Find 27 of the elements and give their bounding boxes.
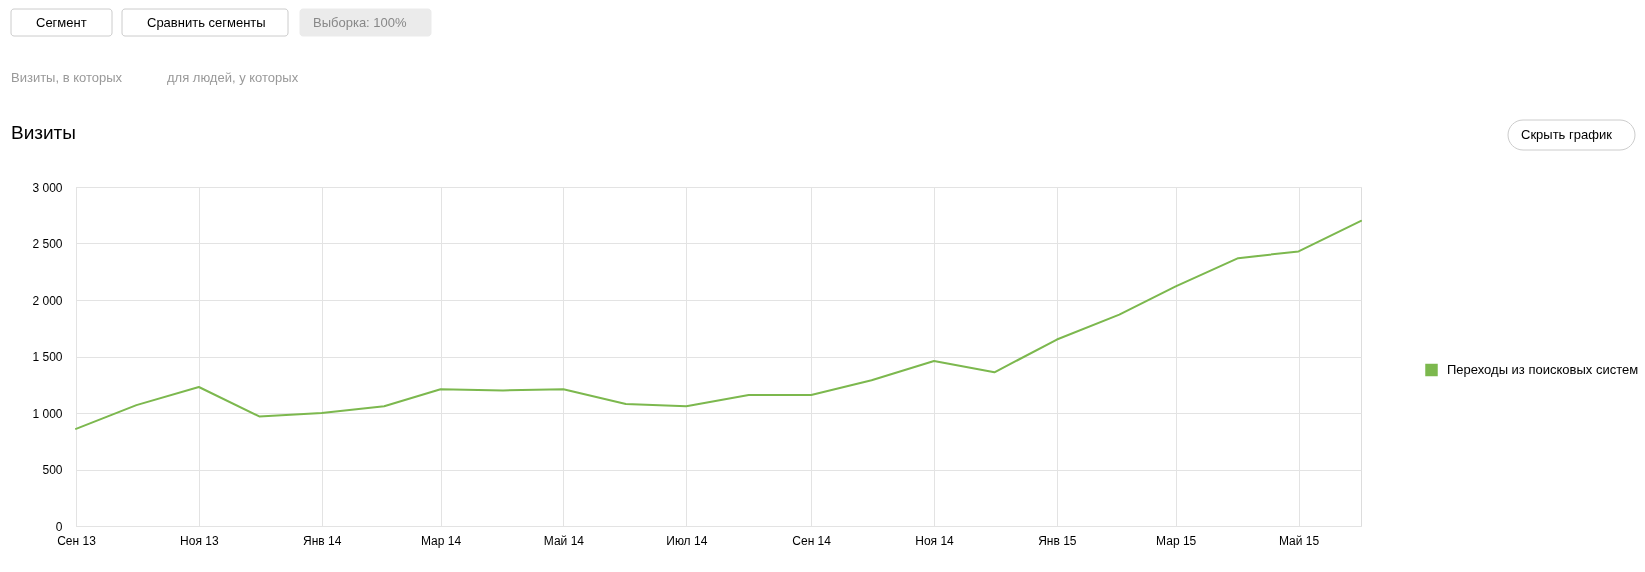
x-tick-label: Янв 14 [303, 533, 342, 548]
text: Сегмент [36, 15, 87, 30]
y-tick-label: 500 [42, 463, 63, 477]
y-tick-label: 3 000 [32, 180, 63, 195]
x-tick-label: Май 14 [543, 533, 585, 548]
legend-label: Переходы из поисковых систем [1447, 362, 1639, 377]
line-series [75, 219, 1362, 430]
x-tick-label: Ноя 13 [180, 533, 219, 548]
x-tick-label: Ноя 14 [915, 533, 955, 548]
text: Визиты, в которых [11, 70, 123, 85]
y-tick-label: 1 000 [32, 406, 63, 421]
text: Выборка: 100% [313, 15, 408, 30]
x-tick-label: Мар 15 [1156, 533, 1197, 548]
y-tick-label: 0 [55, 519, 63, 534]
x-tick-label: Янв 15 [1038, 533, 1077, 548]
text: для людей, у которых [167, 70, 299, 85]
chart-title: Визиты [11, 122, 76, 143]
text: Сравнить сегменты [147, 15, 266, 30]
x-tick-label: Май 15 [1278, 533, 1320, 548]
text: Скрыть график [1521, 127, 1613, 142]
y-tick-label: 2 000 [32, 293, 63, 308]
y-tick-label: 2 500 [32, 237, 63, 251]
y-tick-label: 1 500 [32, 350, 63, 364]
x-tick-label: Мар 14 [420, 533, 462, 548]
x-tick-label: Сен 14 [792, 533, 832, 548]
x-tick-label: Июл 14 [666, 533, 708, 548]
x-tick-label: Сен 13 [57, 533, 97, 548]
